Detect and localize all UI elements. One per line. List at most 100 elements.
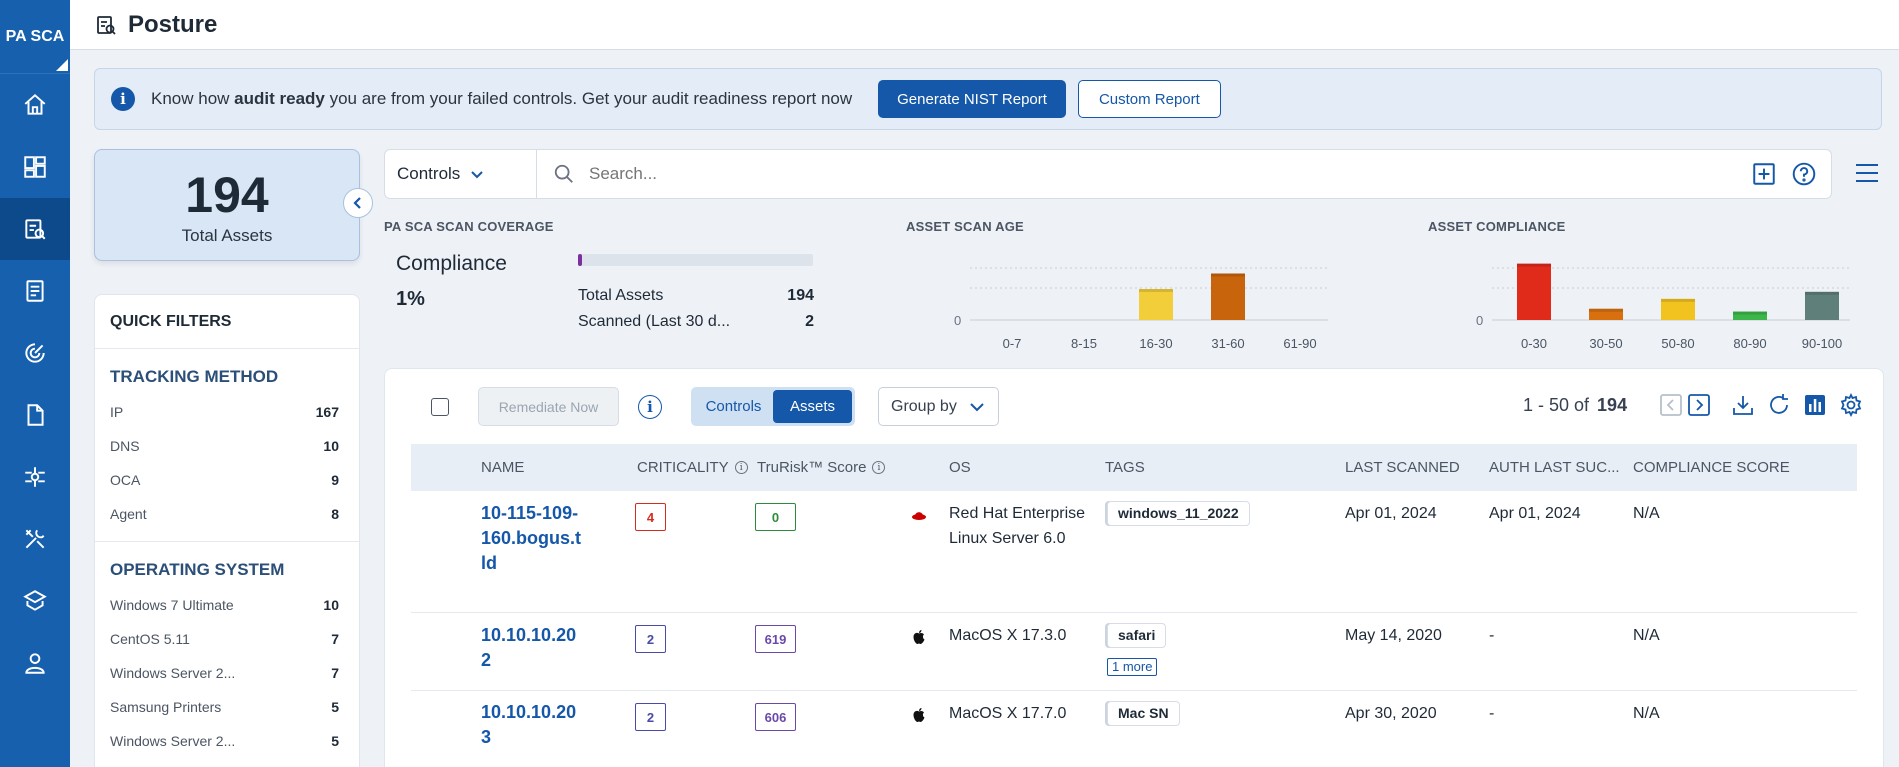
nav-reports[interactable] bbox=[0, 260, 70, 322]
table-header: NAME CRITICALITY i TruRisk™ Score i OS TAG… bbox=[411, 444, 1857, 491]
redhat-icon bbox=[912, 512, 926, 520]
left-nav-rail: PA SCA bbox=[0, 0, 70, 767]
table-row[interactable]: 10-115-109-160.bogus.tld 4 0 Red Hat Ent… bbox=[411, 491, 1857, 613]
x-tick-label: 0-7 bbox=[1003, 336, 1022, 351]
page-header: Posture bbox=[70, 0, 1899, 50]
filter-item[interactable]: DNS 10 bbox=[110, 438, 339, 454]
nav-tools[interactable] bbox=[0, 508, 70, 570]
refresh-button[interactable] bbox=[1767, 393, 1791, 417]
bar[interactable] bbox=[1661, 298, 1695, 320]
col-name[interactable]: NAME bbox=[481, 459, 525, 476]
col-compliance-score[interactable]: COMPLIANCE SCORE bbox=[1633, 459, 1790, 476]
app-switcher-corner-icon[interactable] bbox=[56, 59, 68, 71]
nav-home[interactable] bbox=[0, 74, 70, 136]
col-criticality[interactable]: CRITICALITY i bbox=[637, 459, 748, 476]
nav-dashboard[interactable] bbox=[0, 136, 70, 198]
bar[interactable] bbox=[1733, 311, 1767, 320]
col-last-scanned[interactable]: LAST SCANNED bbox=[1345, 459, 1460, 476]
info-icon[interactable]: i bbox=[638, 395, 662, 419]
posture-icon bbox=[97, 15, 116, 35]
nav-radar[interactable] bbox=[0, 322, 70, 384]
nav-stack[interactable] bbox=[0, 570, 70, 632]
asset-name-link[interactable]: 10.10.10.202 bbox=[481, 625, 577, 670]
more-tags-link[interactable]: 1 more bbox=[1107, 650, 1158, 679]
total-assets-card[interactable]: 194 Total Assets bbox=[94, 149, 360, 261]
col-auth-last[interactable]: AUTH LAST SUC... bbox=[1489, 459, 1620, 476]
filter-item[interactable]: Windows 7 Ultimate 10 bbox=[110, 597, 339, 613]
compliance-score-value: N/A bbox=[1633, 505, 1660, 522]
filter-item[interactable]: CentOS 5.11 7 bbox=[110, 631, 339, 647]
total-assets-count: 194 bbox=[185, 167, 269, 223]
os-value: Red Hat Enterprise Linux Server 6.0 bbox=[949, 505, 1086, 547]
group-by-dropdown[interactable]: Group by bbox=[878, 387, 999, 426]
x-tick-label: 30-50 bbox=[1589, 336, 1622, 351]
table-row[interactable]: 10.10.10.202 2 619 MacOS X 17.3.0 safari… bbox=[411, 613, 1857, 691]
filter-item[interactable]: Windows Server 2... 7 bbox=[110, 665, 339, 681]
bar[interactable] bbox=[1805, 291, 1839, 320]
col-os[interactable]: OS bbox=[949, 459, 971, 476]
x-tick-label: 16-30 bbox=[1139, 336, 1172, 351]
bar-top-shade bbox=[1211, 273, 1245, 277]
filter-item[interactable]: Agent 8 bbox=[110, 506, 339, 522]
settings-button[interactable] bbox=[1839, 392, 1863, 418]
x-tick-label: 80-90 bbox=[1733, 336, 1766, 351]
tag-chip[interactable]: windows_11_2022 bbox=[1107, 501, 1250, 526]
bar[interactable] bbox=[1589, 308, 1623, 320]
chart-view-button[interactable] bbox=[1803, 393, 1827, 417]
col-trurisk[interactable]: TruRisk™ Score i bbox=[757, 459, 886, 476]
menu-button[interactable] bbox=[1854, 162, 1880, 184]
add-query-icon[interactable] bbox=[1751, 161, 1777, 187]
quick-filters-title: QUICK FILTERS bbox=[95, 295, 359, 349]
criticality-badge: 2 bbox=[635, 625, 666, 653]
remediate-now-button[interactable]: Remediate Now bbox=[478, 387, 619, 426]
user-icon bbox=[25, 653, 45, 674]
generate-nist-report-button[interactable]: Generate NIST Report bbox=[878, 80, 1066, 118]
download-icon bbox=[1733, 396, 1753, 415]
tag-chip[interactable]: Mac SN bbox=[1107, 701, 1180, 726]
asset-scan-age-chart: 0 0-7 8-15 16-30 31-60 61-90 bbox=[954, 267, 1328, 351]
table-toolbar: Remediate Now i Controls Assets Group by… bbox=[385, 369, 1883, 441]
brand-logo[interactable]: PA SCA bbox=[0, 0, 70, 74]
dashboard-icon bbox=[24, 156, 46, 178]
table-row[interactable]: 10.10.10.203 2 606 MacOS X 17.7.0 Mac SN… bbox=[411, 691, 1857, 767]
search-input[interactable] bbox=[589, 164, 1751, 184]
search-scope-dropdown[interactable]: Controls bbox=[385, 150, 537, 198]
trurisk-score-badge: 619 bbox=[755, 625, 796, 653]
download-button[interactable] bbox=[1731, 393, 1755, 417]
next-page-button[interactable] bbox=[1687, 393, 1711, 417]
report-icon bbox=[26, 280, 44, 302]
bar-top-shade bbox=[1733, 311, 1767, 315]
nav-documents[interactable] bbox=[0, 384, 70, 446]
compliance-heading: ASSET COMPLIANCE bbox=[1428, 219, 1566, 234]
asset-name-link[interactable]: 10-115-109-160.bogus.tld bbox=[481, 503, 582, 573]
filter-item[interactable]: IP 167 bbox=[110, 404, 339, 420]
col-tags[interactable]: TAGS bbox=[1105, 459, 1145, 476]
tab-assets[interactable]: Assets bbox=[773, 390, 852, 423]
bar[interactable] bbox=[1517, 263, 1551, 320]
tab-controls[interactable]: Controls bbox=[705, 398, 762, 415]
filter-item[interactable]: Samsung Printers 5 bbox=[110, 699, 339, 715]
bar[interactable] bbox=[1139, 289, 1173, 320]
asset-name-link[interactable]: 10.10.10.203 bbox=[481, 702, 577, 747]
pagination-info: 1 - 50 of 194 bbox=[1523, 395, 1628, 415]
chevron-down-icon bbox=[471, 171, 484, 179]
nav-user[interactable] bbox=[0, 632, 70, 694]
compliance-score-value: N/A bbox=[1633, 627, 1660, 644]
info-icon[interactable]: i bbox=[872, 461, 886, 474]
info-icon: i bbox=[111, 87, 135, 111]
bar[interactable] bbox=[1211, 273, 1245, 321]
help-icon[interactable] bbox=[1791, 161, 1817, 187]
nav-integrations[interactable] bbox=[0, 446, 70, 508]
select-all-checkbox[interactable] bbox=[431, 398, 449, 416]
tag-chip[interactable]: safari bbox=[1107, 623, 1167, 648]
custom-report-button[interactable]: Custom Report bbox=[1077, 80, 1221, 118]
prev-page-button[interactable] bbox=[1659, 393, 1683, 417]
info-icon[interactable]: i bbox=[734, 461, 748, 474]
collapse-panel-button[interactable] bbox=[343, 188, 373, 218]
posture-icon bbox=[25, 219, 46, 240]
nav-posture[interactable] bbox=[0, 198, 70, 260]
search-bar: Controls bbox=[384, 149, 1832, 199]
hamburger-icon bbox=[1856, 164, 1878, 182]
filter-item[interactable]: OCA 9 bbox=[110, 472, 339, 488]
filter-item[interactable]: Windows Server 2... 5 bbox=[110, 733, 339, 749]
